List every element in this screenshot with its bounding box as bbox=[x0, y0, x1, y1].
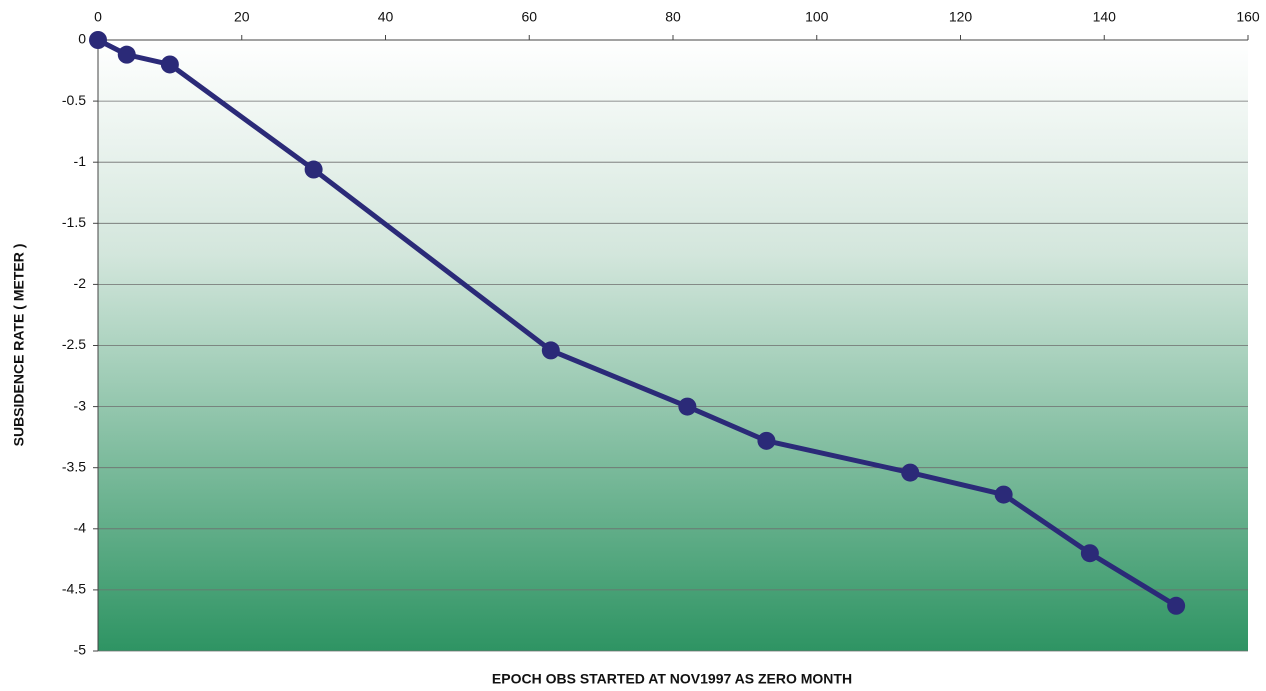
x-tick-label: 20 bbox=[234, 9, 250, 25]
y-tick-label: -4.5 bbox=[62, 581, 86, 597]
x-tick-label: 120 bbox=[949, 9, 973, 25]
y-tick-label: -5 bbox=[74, 642, 87, 658]
x-tick-label: 140 bbox=[1093, 9, 1117, 25]
x-tick-label: 0 bbox=[94, 9, 102, 25]
y-tick-label: -4 bbox=[74, 520, 87, 536]
y-tick-label: -2.5 bbox=[62, 336, 86, 352]
data-point bbox=[541, 341, 560, 360]
data-point bbox=[757, 431, 776, 450]
data-point bbox=[117, 45, 136, 64]
data-point bbox=[89, 31, 107, 49]
data-point bbox=[1167, 596, 1186, 615]
y-tick-label: -2 bbox=[74, 275, 87, 291]
x-tick-label: 100 bbox=[805, 9, 829, 25]
y-tick-label: -3.5 bbox=[62, 458, 86, 474]
data-point bbox=[678, 397, 697, 416]
y-tick-label: -1 bbox=[74, 153, 87, 169]
x-tick-label: 60 bbox=[521, 9, 537, 25]
x-tick-label: 160 bbox=[1236, 9, 1260, 25]
y-tick-label: 0 bbox=[78, 31, 86, 47]
y-axis-label: SUBSIDENCE RATE ( METER ) bbox=[11, 244, 27, 447]
y-tick-label: -1.5 bbox=[62, 214, 86, 230]
data-point bbox=[1080, 544, 1099, 563]
x-tick-label: 40 bbox=[378, 9, 394, 25]
data-point bbox=[901, 463, 920, 482]
data-point bbox=[304, 160, 323, 179]
y-tick-label: -3 bbox=[74, 397, 87, 413]
x-axis-label: EPOCH OBS STARTED AT NOV1997 AS ZERO MON… bbox=[492, 671, 852, 687]
x-tick-label: 80 bbox=[665, 9, 681, 25]
data-point bbox=[160, 55, 179, 74]
y-tick-label: -0.5 bbox=[62, 92, 86, 108]
data-point bbox=[994, 485, 1013, 504]
